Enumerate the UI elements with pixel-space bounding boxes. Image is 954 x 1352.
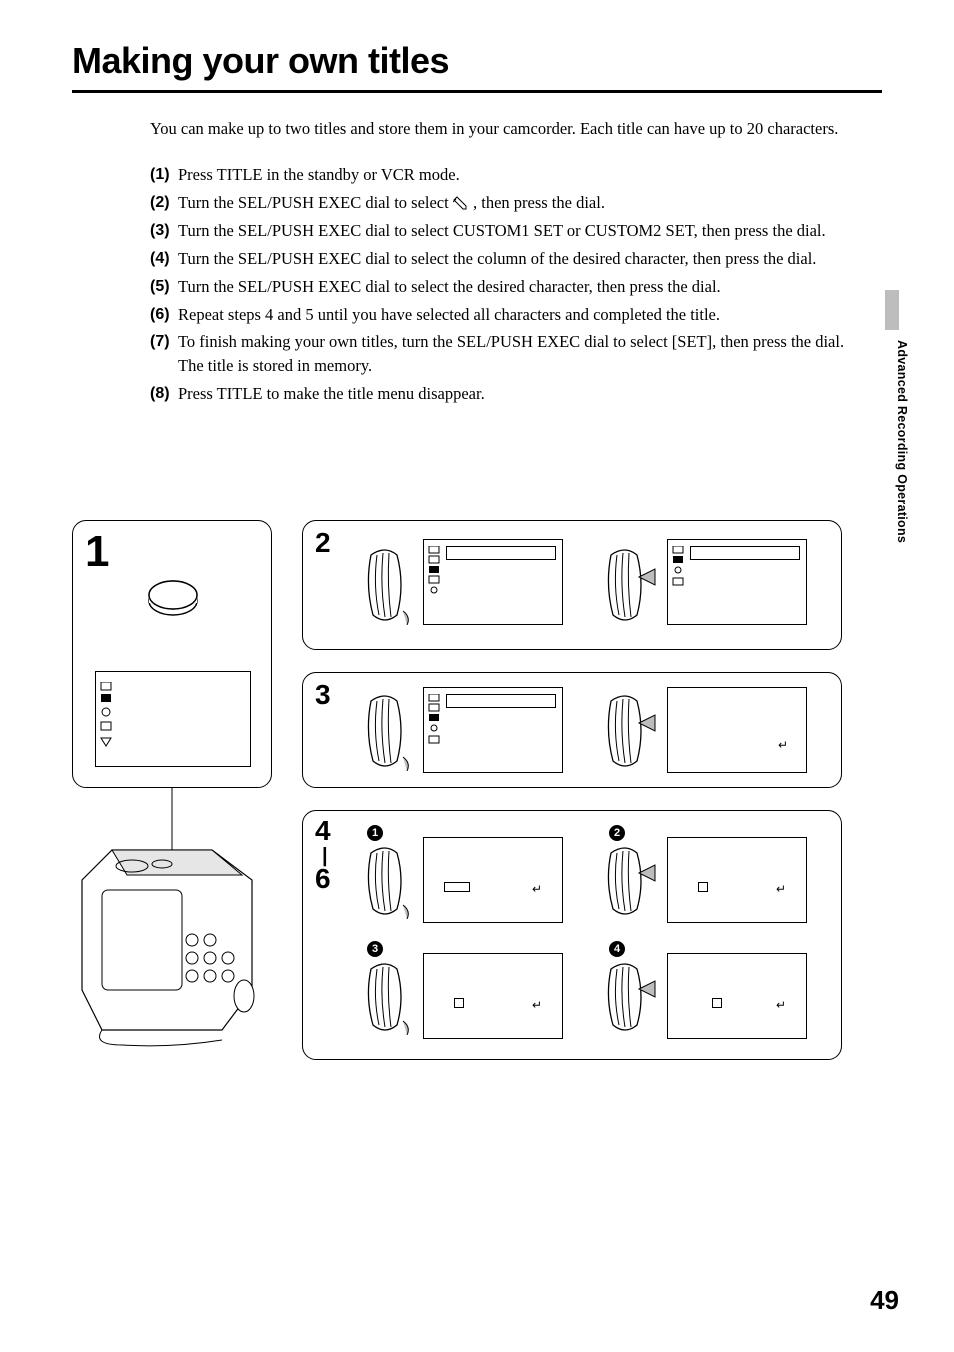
substep-1-badge: 1	[367, 825, 383, 841]
step-2: (2) Turn the SEL/PUSH EXEC dial to selec…	[150, 191, 870, 215]
dial-push-icon	[603, 845, 657, 919]
step-text-after: , then press the dial.	[469, 193, 605, 212]
panel-2: 2	[302, 520, 842, 650]
panel-4-number: 4	[315, 815, 331, 847]
menu-icons	[428, 546, 442, 616]
substep-4-badge: 4	[609, 941, 625, 957]
title-button-icon	[143, 579, 203, 625]
panel-3: 3 ↵	[302, 672, 842, 788]
dial-turn-icon	[363, 547, 413, 625]
page-title: Making your own titles	[72, 40, 882, 93]
lcd-screen	[423, 539, 563, 625]
step-text: Turn the SEL/PUSH EXEC dial to select , …	[178, 191, 870, 215]
step-number: (4)	[150, 247, 178, 271]
section-tab	[885, 290, 899, 330]
step-text: Turn the SEL/PUSH EXEC dial to select th…	[178, 275, 870, 299]
dial-turn-icon	[363, 961, 413, 1035]
step-1: (1) Press TITLE in the standby or VCR mo…	[150, 163, 870, 187]
step-text: Press TITLE in the standby or VCR mode.	[178, 163, 870, 187]
lcd-inner	[690, 546, 800, 560]
cursor-rect	[712, 998, 722, 1008]
panel-1-number: 1	[85, 527, 109, 577]
step-number: (5)	[150, 275, 178, 299]
lcd-screen: ↵	[667, 953, 807, 1039]
lcd-screen: ↵	[667, 687, 807, 773]
return-arrow-icon: ↵	[532, 998, 542, 1013]
lcd-screen	[667, 539, 807, 625]
step-number: (8)	[150, 382, 178, 406]
lcd-screen: ↵	[423, 837, 563, 923]
step-number: (3)	[150, 219, 178, 243]
panel-4-6: 4 | 6 1 ↵ 2 ↵	[302, 810, 842, 1060]
step-3: (3) Turn the SEL/PUSH EXEC dial to selec…	[150, 219, 870, 243]
step-6: (6) Repeat steps 4 and 5 until you have …	[150, 303, 870, 327]
steps-list: (1) Press TITLE in the standby or VCR mo…	[150, 163, 870, 406]
lcd-screen	[95, 671, 251, 767]
dial-push-icon	[603, 693, 657, 771]
menu-icons	[100, 682, 114, 758]
dial-turn-icon	[363, 845, 413, 919]
dial-push-icon	[603, 961, 657, 1035]
step-text: Turn the SEL/PUSH EXEC dial to select th…	[178, 247, 870, 271]
cursor-rect	[698, 882, 708, 892]
dial-push-icon	[603, 547, 657, 625]
panel-6-number: 6	[315, 863, 331, 895]
cursor-rect	[444, 882, 470, 892]
lcd-screen	[423, 687, 563, 773]
lcd-screen: ↵	[423, 953, 563, 1039]
substep-3-badge: 3	[367, 941, 383, 957]
return-arrow-icon: ↵	[776, 998, 786, 1013]
step-text: Press TITLE to make the title menu disap…	[178, 382, 870, 406]
step-number: (1)	[150, 163, 178, 187]
step-number: (2)	[150, 191, 178, 215]
dial-turn-icon	[363, 693, 413, 771]
section-label: Advanced Recording Operations	[895, 340, 909, 543]
step-text: Turn the SEL/PUSH EXEC dial to select CU…	[178, 219, 870, 243]
step-7: (7) To finish making your own titles, tu…	[150, 330, 870, 378]
step-4: (4) Turn the SEL/PUSH EXEC dial to selec…	[150, 247, 870, 271]
cursor-rect	[454, 998, 464, 1008]
panel-2-number: 2	[315, 527, 331, 559]
pencil-icon	[453, 196, 469, 210]
return-arrow-icon: ↵	[532, 882, 542, 897]
return-arrow-icon: ↵	[776, 882, 786, 897]
step-number: (7)	[150, 330, 178, 378]
substep-2-badge: 2	[609, 825, 625, 841]
step-text: To finish making your own titles, turn t…	[178, 330, 870, 378]
menu-icons	[428, 694, 442, 764]
intro-text: You can make up to two titles and store …	[150, 117, 850, 141]
lcd-inner	[446, 546, 556, 560]
step-8: (8) Press TITLE to make the title menu d…	[150, 382, 870, 406]
menu-icons	[672, 546, 686, 616]
lcd-inner	[446, 694, 556, 708]
step-number: (6)	[150, 303, 178, 327]
camcorder-illustration	[72, 820, 272, 1060]
lcd-screen: ↵	[667, 837, 807, 923]
step-text-before: Turn the SEL/PUSH EXEC dial to select	[178, 193, 453, 212]
panel-3-number: 3	[315, 679, 331, 711]
return-arrow-icon: ↵	[778, 738, 788, 753]
step-text: Repeat steps 4 and 5 until you have sele…	[178, 303, 870, 327]
panel-1: 1	[72, 520, 272, 788]
page-number: 49	[870, 1285, 899, 1316]
step-5: (5) Turn the SEL/PUSH EXEC dial to selec…	[150, 275, 870, 299]
